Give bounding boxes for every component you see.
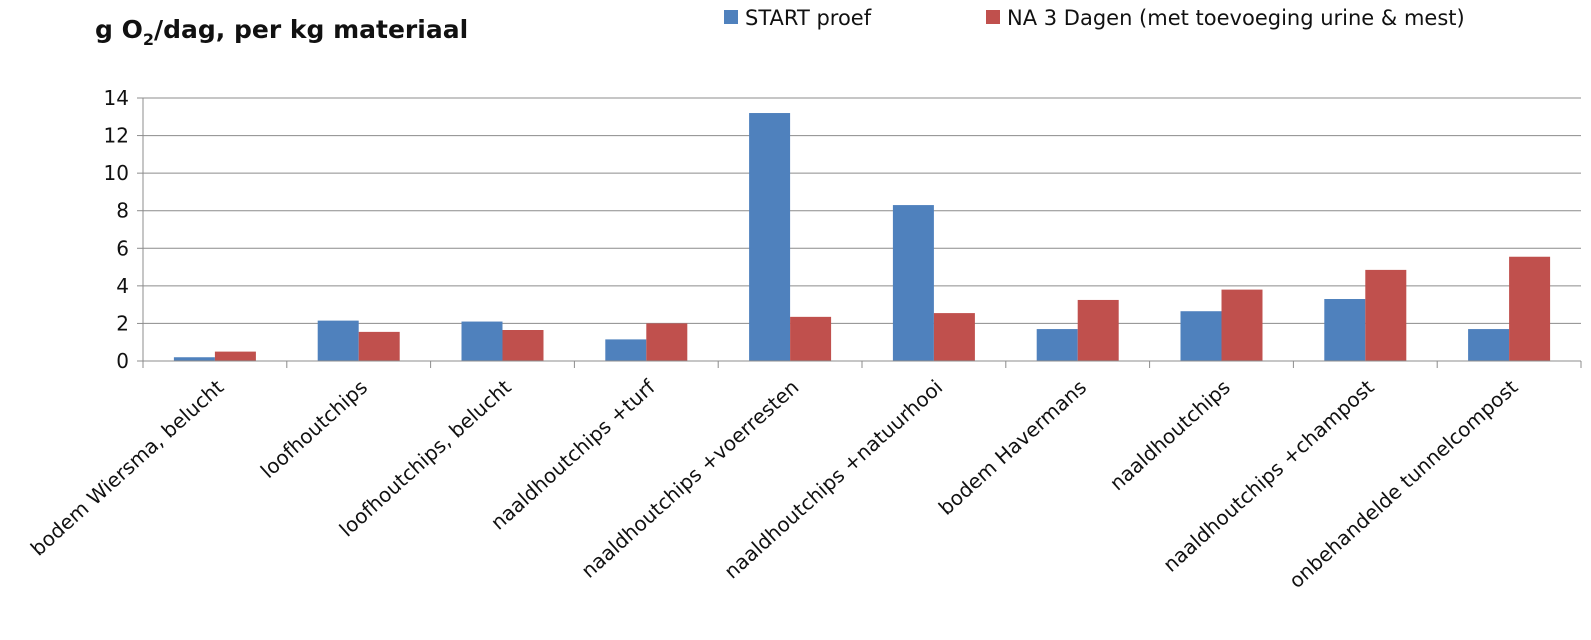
x-axis-labels: bodem Wiersma, belucht loofhoutchipsloofh… — [26, 374, 1523, 593]
x-tick-label-bodem-wiersma-belucht: bodem Wiersma, belucht — [26, 375, 229, 561]
y-tick-label-10: 10 — [104, 161, 129, 185]
bar-na-3-dagen-naaldhoutchips-champost — [1365, 269, 1407, 361]
legend-swatch-start-proef — [724, 10, 738, 24]
bar-start-proef-naaldhoutchips-champost — [1324, 299, 1366, 361]
bar-start-proef-bodem-havermans — [1036, 329, 1078, 361]
chart-title-suffix: /dag, per kg materiaal — [154, 15, 468, 44]
legend-label-na-3-dagen: NA 3 Dagen (met toevoeging urine & mest) — [1007, 6, 1465, 30]
bar-na-3-dagen-naaldhoutchips-natuurhooi — [933, 313, 975, 361]
chart-title: g O2/dag, per kg materiaal — [95, 15, 468, 49]
bar-start-proef-naaldhoutchips-natuurhooi — [892, 205, 934, 361]
bar-na-3-dagen-loofhoutchips — [358, 331, 400, 361]
y-tick-label-6: 6 — [116, 236, 129, 260]
bar-start-proef-onbehandelde-tunnelcompost — [1468, 329, 1510, 361]
bar-na-3-dagen-bodem-havermans — [1077, 299, 1119, 361]
bar-na-3-dagen-naaldhoutchips-voerresten — [790, 316, 832, 361]
legend: START proef NA 3 Dagen (met toevoeging u… — [724, 6, 1465, 30]
y-tick-label-0: 0 — [116, 349, 129, 373]
legend-label-start-proef: START proef — [745, 6, 872, 30]
x-tick-label-onbehandelde-tunnelcompost: onbehandelde tunnelcompost — [1284, 375, 1522, 593]
axes — [142, 98, 1582, 368]
bar-na-3-dagen-onbehandelde-tunnelcompost — [1509, 256, 1551, 361]
x-tick-label-naaldhoutchips-turf: naaldhoutchips +turf — [486, 374, 660, 534]
bars — [173, 113, 1551, 362]
y-tick-label-14: 14 — [104, 86, 129, 110]
bar-na-3-dagen-loofhoutchips-belucht — [502, 330, 544, 361]
chart-title-prefix: g O — [95, 15, 143, 44]
bar-start-proef-loofhoutchips-belucht — [461, 321, 503, 361]
bar-start-proef-bodem-wiersma-belucht — [173, 357, 215, 361]
y-axis-ticks: 0 2 4 6 8 10 12 14 — [104, 86, 143, 373]
bar-na-3-dagen-naaldhoutchips — [1221, 289, 1263, 361]
legend-swatch-na-3-dagen — [986, 10, 1000, 24]
bar-na-3-dagen-bodem-wiersma-belucht — [214, 351, 256, 361]
x-tick-label-naaldhoutchips: naaldhoutchips — [1105, 375, 1235, 495]
bar-start-proef-loofhoutchips — [317, 320, 359, 361]
y-tick-label-12: 12 — [104, 124, 129, 148]
y-tick-label-2: 2 — [116, 311, 129, 335]
bar-start-proef-naaldhoutchips-turf — [605, 339, 647, 361]
x-tick-label-loofhoutchips: loofhoutchips — [256, 375, 372, 483]
x-tick-label-bodem-havermans: bodem Havermans — [934, 375, 1091, 520]
bar-na-3-dagen-naaldhoutchips-turf — [646, 323, 688, 361]
gridlines — [143, 97, 1581, 324]
y-tick-label-4: 4 — [116, 274, 129, 298]
bar-start-proef-naaldhoutchips — [1180, 311, 1222, 361]
chart-title-subscript: 2 — [143, 30, 154, 49]
y-tick-label-8: 8 — [116, 199, 129, 223]
bar-start-proef-naaldhoutchips-voerresten — [749, 113, 791, 362]
